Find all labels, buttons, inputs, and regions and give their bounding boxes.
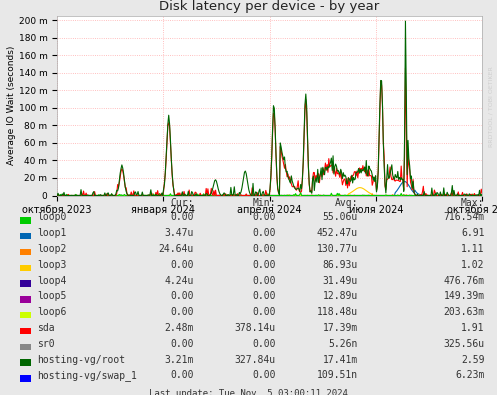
Text: 0.00: 0.00 [252,260,276,270]
Text: 0.00: 0.00 [252,244,276,254]
Text: 0.00: 0.00 [252,339,276,349]
Text: 109.51n: 109.51n [317,371,358,380]
Text: loop2: loop2 [37,244,67,254]
Text: 0.00: 0.00 [252,213,276,222]
Y-axis label: Average IO Wait (seconds): Average IO Wait (seconds) [7,46,16,166]
Text: Max:: Max: [461,198,485,208]
Text: 203.63m: 203.63m [443,307,485,317]
Text: 1.02: 1.02 [461,260,485,270]
Text: 0.00: 0.00 [170,339,194,349]
Text: 12.89u: 12.89u [323,292,358,301]
Text: loop3: loop3 [37,260,67,270]
Text: 5.26n: 5.26n [329,339,358,349]
Text: 1.11: 1.11 [461,244,485,254]
Text: sda: sda [37,323,55,333]
Text: 0.00: 0.00 [170,260,194,270]
Text: 149.39m: 149.39m [443,292,485,301]
Text: sr0: sr0 [37,339,55,349]
Text: loop6: loop6 [37,307,67,317]
Text: hosting-vg/swap_1: hosting-vg/swap_1 [37,371,137,381]
Text: Last update: Tue Nov  5 03:00:11 2024: Last update: Tue Nov 5 03:00:11 2024 [149,389,348,395]
Text: 118.48u: 118.48u [317,307,358,317]
Text: 17.41m: 17.41m [323,355,358,365]
Text: 31.49u: 31.49u [323,276,358,286]
Text: RRDTOOL / TOBI OETIKER: RRDTOOL / TOBI OETIKER [489,66,494,147]
Title: Disk latency per device - by year: Disk latency per device - by year [160,0,380,13]
Text: 1.91: 1.91 [461,323,485,333]
Text: 55.06u: 55.06u [323,213,358,222]
Text: 2.59: 2.59 [461,355,485,365]
Text: 3.47u: 3.47u [165,228,194,238]
Text: 325.56u: 325.56u [443,339,485,349]
Text: 378.14u: 378.14u [235,323,276,333]
Text: 0.00: 0.00 [252,276,276,286]
Text: 86.93u: 86.93u [323,260,358,270]
Text: 17.39m: 17.39m [323,323,358,333]
Text: 6.23m: 6.23m [455,371,485,380]
Text: 0.00: 0.00 [170,292,194,301]
Text: Min:: Min: [252,198,276,208]
Text: 130.77u: 130.77u [317,244,358,254]
Text: 0.00: 0.00 [170,307,194,317]
Text: hosting-vg/root: hosting-vg/root [37,355,125,365]
Text: 0.00: 0.00 [252,307,276,317]
Text: 0.00: 0.00 [170,371,194,380]
Text: 4.24u: 4.24u [165,276,194,286]
Text: 0.00: 0.00 [252,371,276,380]
Text: loop1: loop1 [37,228,67,238]
Text: 0.00: 0.00 [252,228,276,238]
Text: 24.64u: 24.64u [159,244,194,254]
Text: Cur:: Cur: [170,198,194,208]
Text: 327.84u: 327.84u [235,355,276,365]
Text: loop4: loop4 [37,276,67,286]
Text: 6.91: 6.91 [461,228,485,238]
Text: loop5: loop5 [37,292,67,301]
Text: 2.48m: 2.48m [165,323,194,333]
Text: loop0: loop0 [37,213,67,222]
Text: Avg:: Avg: [334,198,358,208]
Text: 0.00: 0.00 [170,213,194,222]
Text: 476.76m: 476.76m [443,276,485,286]
Text: 3.21m: 3.21m [165,355,194,365]
Text: 0.00: 0.00 [252,292,276,301]
Text: 452.47u: 452.47u [317,228,358,238]
Text: 716.54m: 716.54m [443,213,485,222]
